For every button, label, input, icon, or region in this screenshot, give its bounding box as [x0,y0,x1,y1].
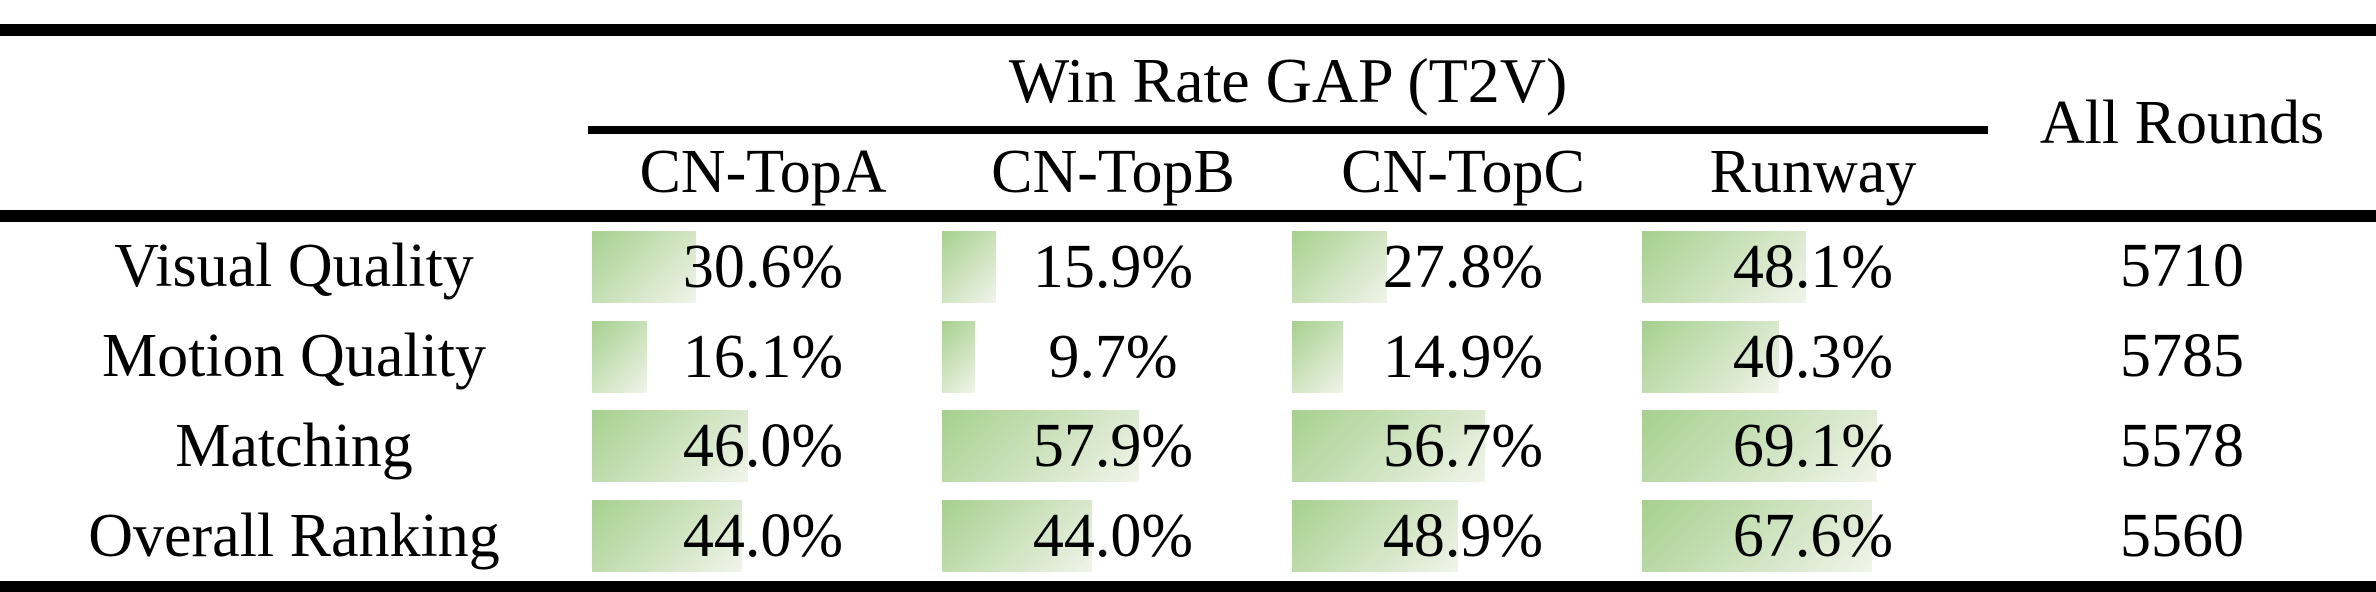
win-rate-value: 57.9% [1032,412,1194,481]
win-rate-bar [1292,320,1343,393]
row-label: Visual Quality [114,232,474,301]
win-rate-value: 14.9% [1382,322,1544,391]
table-header: Win Rate GAP (T2V) All Rounds CN-TopA CN… [0,30,2376,216]
win-rate-bar [1292,230,1387,303]
all-rounds-value: 5710 [2120,232,2244,301]
win-rate-value: 69.1% [1732,412,1894,481]
win-rate-value: 15.9% [1032,232,1194,301]
row-label: Motion Quality [101,322,487,391]
column-header-all-rounds: All Rounds [2039,88,2325,157]
win-rate-bar [592,320,647,393]
win-rate-value: 46.0% [682,412,844,481]
group-header-win-rate-gap: Win Rate GAP (T2V) [588,30,1988,134]
win-rate-value: 44.0% [682,502,844,571]
table-row-overall-ranking: Overall Ranking 44.0% 44.0% 48.9% 67.6% … [0,491,2376,586]
win-rate-gap-table: Win Rate GAP (T2V) All Rounds CN-TopA CN… [0,24,2376,592]
win-rate-value: 48.9% [1382,502,1544,571]
win-rate-value: 48.1% [1732,232,1894,301]
corner-spacer [0,30,588,130]
column-header-cn-topb: CN-TopB [991,137,1235,206]
win-rate-bar [942,230,997,303]
win-rate-bar [592,230,697,303]
win-rate-value: 40.3% [1732,322,1894,391]
column-header-runway: Runway [1709,137,1917,206]
table-row-visual-quality: Visual Quality 30.6% 15.9% 27.8% 48.1% 5… [0,216,2376,312]
win-rate-value: 44.0% [1032,502,1194,571]
row-label: Matching [175,411,413,480]
row-label: Overall Ranking [88,501,500,570]
table-row-matching: Matching 46.0% 57.9% 56.7% 69.1% 5578 [0,402,2376,492]
all-rounds-value: 5578 [2120,411,2244,480]
column-header-cn-topa: CN-TopA [639,137,887,206]
win-rate-value: 67.6% [1732,502,1894,571]
column-header-cn-topc: CN-TopC [1341,137,1585,206]
win-rate-bar [942,320,975,393]
win-rate-value: 56.7% [1382,412,1544,481]
win-rate-value: 9.7% [1048,322,1178,391]
table-row-motion-quality: Motion Quality 16.1% 9.7% 14.9% 40.3% 57… [0,312,2376,402]
all-rounds-value: 5560 [2120,501,2244,570]
win-rate-value: 27.8% [1382,232,1544,301]
win-rate-value: 30.6% [682,232,844,301]
all-rounds-value: 5785 [2120,322,2244,391]
win-rate-value: 16.1% [682,322,844,391]
corner-spacer [0,130,588,216]
